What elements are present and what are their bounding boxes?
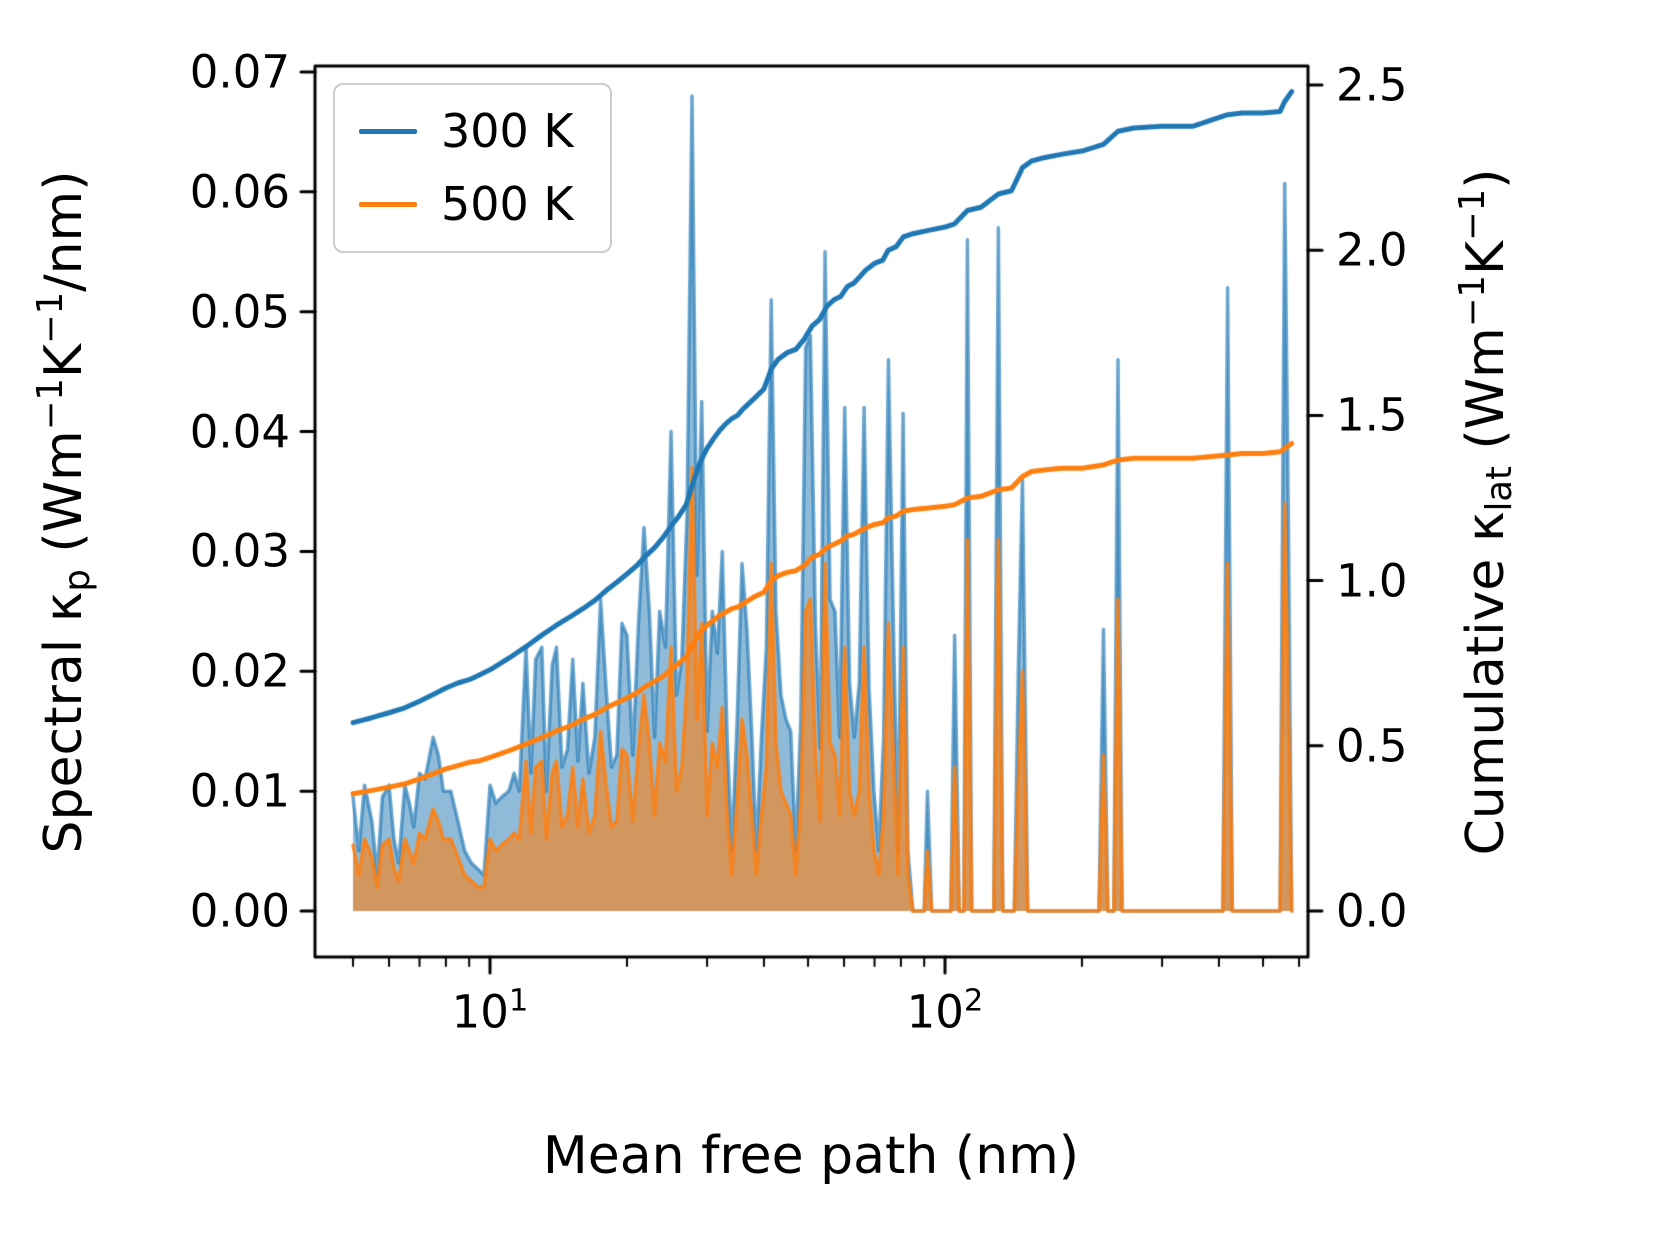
y-left-tick-label: 0.04 xyxy=(189,405,290,459)
x-tick-label: 101 xyxy=(451,983,529,1039)
y-left-tick-label: 0.03 xyxy=(189,524,290,578)
legend-item-500k: 500 K xyxy=(359,176,574,231)
y-left-tick-label: 0.05 xyxy=(189,285,290,339)
y-axis-label-right: Cumulative κlat (Wm−1K−1) xyxy=(1451,168,1520,856)
y-left-tick-label: 0.07 xyxy=(189,45,290,99)
y-right-tick-label: 1.0 xyxy=(1336,554,1408,608)
legend: 300 K 500 K xyxy=(333,83,612,253)
y-left-tick-label: 0.02 xyxy=(189,644,290,698)
y-right-tick-label: 1.5 xyxy=(1336,388,1408,442)
legend-label-300k: 300 K xyxy=(441,104,574,158)
x-axis-label: Mean free path (nm) xyxy=(542,1126,1080,1186)
legend-label-500k: 500 K xyxy=(441,176,574,231)
legend-line-300k-icon xyxy=(359,128,417,134)
y-left-tick-label: 0.00 xyxy=(189,884,290,938)
y-right-tick-label: 2.0 xyxy=(1336,223,1408,277)
legend-item-300k: 300 K xyxy=(359,105,574,158)
y-right-tick-label: 0.0 xyxy=(1336,884,1408,938)
y-left-tick-label: 0.01 xyxy=(189,764,290,818)
legend-line-500k-icon xyxy=(359,201,417,207)
y-left-tick-label: 0.06 xyxy=(189,165,290,219)
x-tick-label: 102 xyxy=(906,983,984,1039)
y-right-tick-label: 0.5 xyxy=(1336,719,1408,773)
y-axis-label-left: Spectral κp (Wm−1K−1/nm) xyxy=(29,170,98,854)
y-right-tick-label: 2.5 xyxy=(1336,58,1408,112)
